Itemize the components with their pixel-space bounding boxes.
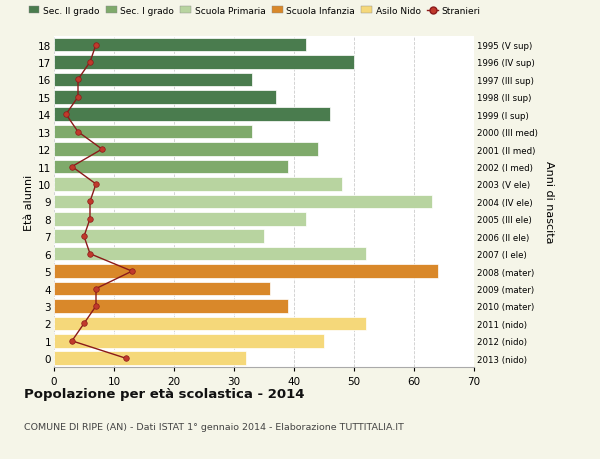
- Bar: [54, 126, 252, 139]
- Bar: [54, 108, 330, 122]
- Bar: [54, 334, 324, 348]
- Bar: [54, 282, 270, 296]
- Text: COMUNE DI RIPE (AN) - Dati ISTAT 1° gennaio 2014 - Elaborazione TUTTITALIA.IT: COMUNE DI RIPE (AN) - Dati ISTAT 1° genn…: [24, 422, 404, 431]
- Bar: [54, 178, 342, 191]
- Legend: Sec. II grado, Sec. I grado, Scuola Primaria, Scuola Infanzia, Asilo Nido, Stran: Sec. II grado, Sec. I grado, Scuola Prim…: [29, 7, 481, 16]
- Bar: [54, 56, 354, 70]
- Bar: [54, 247, 366, 261]
- Bar: [54, 230, 264, 244]
- Y-axis label: Anni di nascita: Anni di nascita: [544, 161, 554, 243]
- Bar: [54, 39, 306, 52]
- Bar: [54, 317, 366, 330]
- Bar: [54, 73, 252, 87]
- Bar: [54, 352, 246, 365]
- Bar: [54, 91, 276, 104]
- Bar: [54, 265, 438, 278]
- Bar: [54, 213, 306, 226]
- Bar: [54, 143, 318, 157]
- Bar: [54, 300, 288, 313]
- Text: Popolazione per età scolastica - 2014: Popolazione per età scolastica - 2014: [24, 387, 305, 400]
- Bar: [54, 195, 432, 209]
- Bar: [54, 160, 288, 174]
- Y-axis label: Età alunni: Età alunni: [24, 174, 34, 230]
